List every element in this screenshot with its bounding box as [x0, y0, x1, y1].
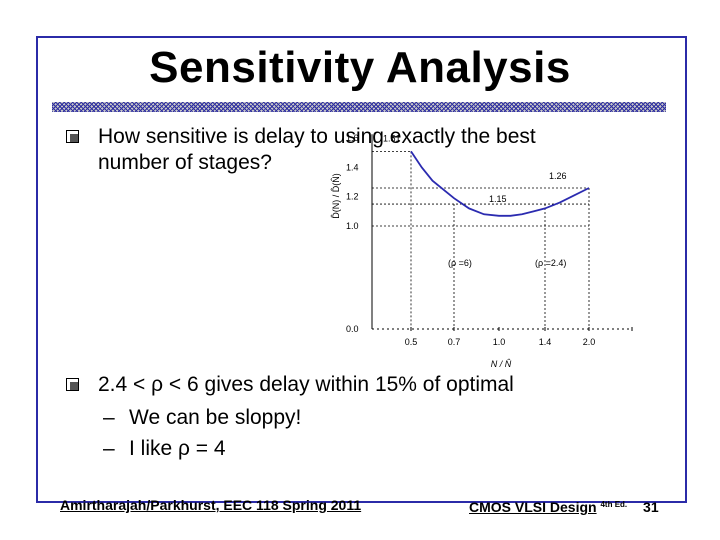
bullet-1-line-2: number of stages?: [98, 151, 272, 174]
slide-frame: [36, 36, 687, 503]
footer-right: CMOS VLSI Design 4th Ed. 31: [469, 496, 659, 516]
bullet-1-line-1: How sensitive is delay to using exactly …: [98, 125, 536, 148]
bullet-checkbox-icon: [66, 130, 79, 143]
footer-edition: 4th Ed.: [600, 500, 628, 509]
bullet-checkbox-icon: [66, 378, 79, 391]
sub-bullet-2: I like ρ = 4: [129, 437, 226, 460]
dash-marker: –: [103, 406, 115, 429]
slide-title: Sensitivity Analysis: [149, 43, 571, 92]
dash-marker: –: [103, 437, 115, 460]
footer-page-number: 31: [643, 499, 659, 515]
sub-bullet-1: We can be sloppy!: [129, 406, 302, 429]
title-rule: [52, 102, 666, 112]
bullet-2-text: 2.4 < ρ < 6 gives delay within 15% of op…: [98, 373, 514, 396]
footer-left: Amirtharajah/Parkhurst, EEC 118 Spring 2…: [60, 497, 362, 513]
footer-course: CMOS VLSI Design: [469, 499, 597, 515]
